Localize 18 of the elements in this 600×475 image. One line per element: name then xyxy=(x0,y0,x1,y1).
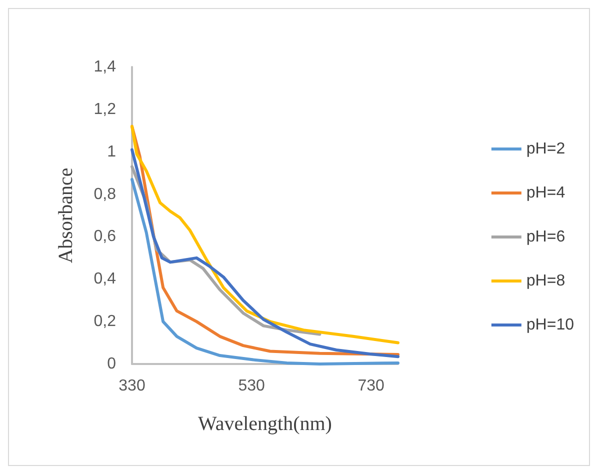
x-tick-label: 730 xyxy=(358,378,385,394)
y-tick-label: 1,2 xyxy=(94,100,116,118)
x-tick-label: 530 xyxy=(238,378,265,394)
y-tick-label: 0,2 xyxy=(94,313,116,330)
y-tick-label: 1,4 xyxy=(94,58,116,76)
x-tick-label: 330 xyxy=(118,378,146,394)
legend-label: pH=10 xyxy=(526,316,574,334)
y-tick-label: 0,4 xyxy=(94,270,116,288)
x-axis-title: Wavelength(nm) xyxy=(198,413,332,435)
legend-label: pH=6 xyxy=(526,228,566,246)
y-tick-label: 0,8 xyxy=(94,186,116,203)
y-axis-title: Absorbance xyxy=(55,168,77,264)
y-tick-label: 0 xyxy=(107,356,116,372)
legend-label: pH=4 xyxy=(526,184,566,202)
y-tick-label: 1 xyxy=(107,143,116,160)
y-tick-label: 0,6 xyxy=(94,228,116,246)
legend-label: pH=2 xyxy=(526,140,566,158)
legend-label: pH=8 xyxy=(526,272,566,290)
